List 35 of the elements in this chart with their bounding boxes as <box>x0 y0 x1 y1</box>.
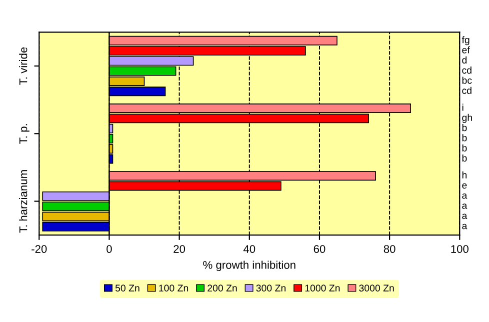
legend-label: 200 Zn <box>208 284 237 292</box>
text: a <box>462 193 468 199</box>
text: cd <box>462 66 472 74</box>
y-tick-label: T. p. <box>19 124 30 144</box>
legend-label: 300 Zn <box>256 284 286 292</box>
legend-label: 100 Zn <box>159 284 188 292</box>
text: cd <box>462 86 472 94</box>
text: i <box>462 104 464 111</box>
text: bc <box>462 76 472 84</box>
text: b <box>462 154 467 162</box>
text: d <box>462 56 467 64</box>
x-tick-label: 80 <box>384 245 396 253</box>
text: b <box>462 134 467 142</box>
x-tick-label: 0 <box>106 245 112 253</box>
text: fg <box>462 36 470 46</box>
text: gh <box>462 114 472 123</box>
legend-label: 50 Zn <box>115 284 140 292</box>
x-tick-label: -20 <box>32 245 47 253</box>
x-tick-label: 60 <box>314 245 326 253</box>
text: h <box>462 171 467 178</box>
text: a <box>462 204 468 209</box>
y-tick-label: T. viride <box>19 47 28 85</box>
text: e <box>462 183 467 189</box>
text: b <box>462 144 467 152</box>
text: a <box>462 214 468 220</box>
x-tick-label: 20 <box>174 245 186 253</box>
y-tick-label: T. harzianum <box>19 170 28 233</box>
text: ef <box>462 46 470 54</box>
text: a <box>462 224 468 230</box>
text: b <box>462 124 467 132</box>
legend-label: 1000 Zn <box>305 284 340 292</box>
x-axis-title: % growth inhibition <box>203 260 296 272</box>
legend-label: 3000 Zn <box>359 284 394 292</box>
x-tick-label: 100 <box>451 245 468 253</box>
x-tick-label: 40 <box>243 245 256 253</box>
